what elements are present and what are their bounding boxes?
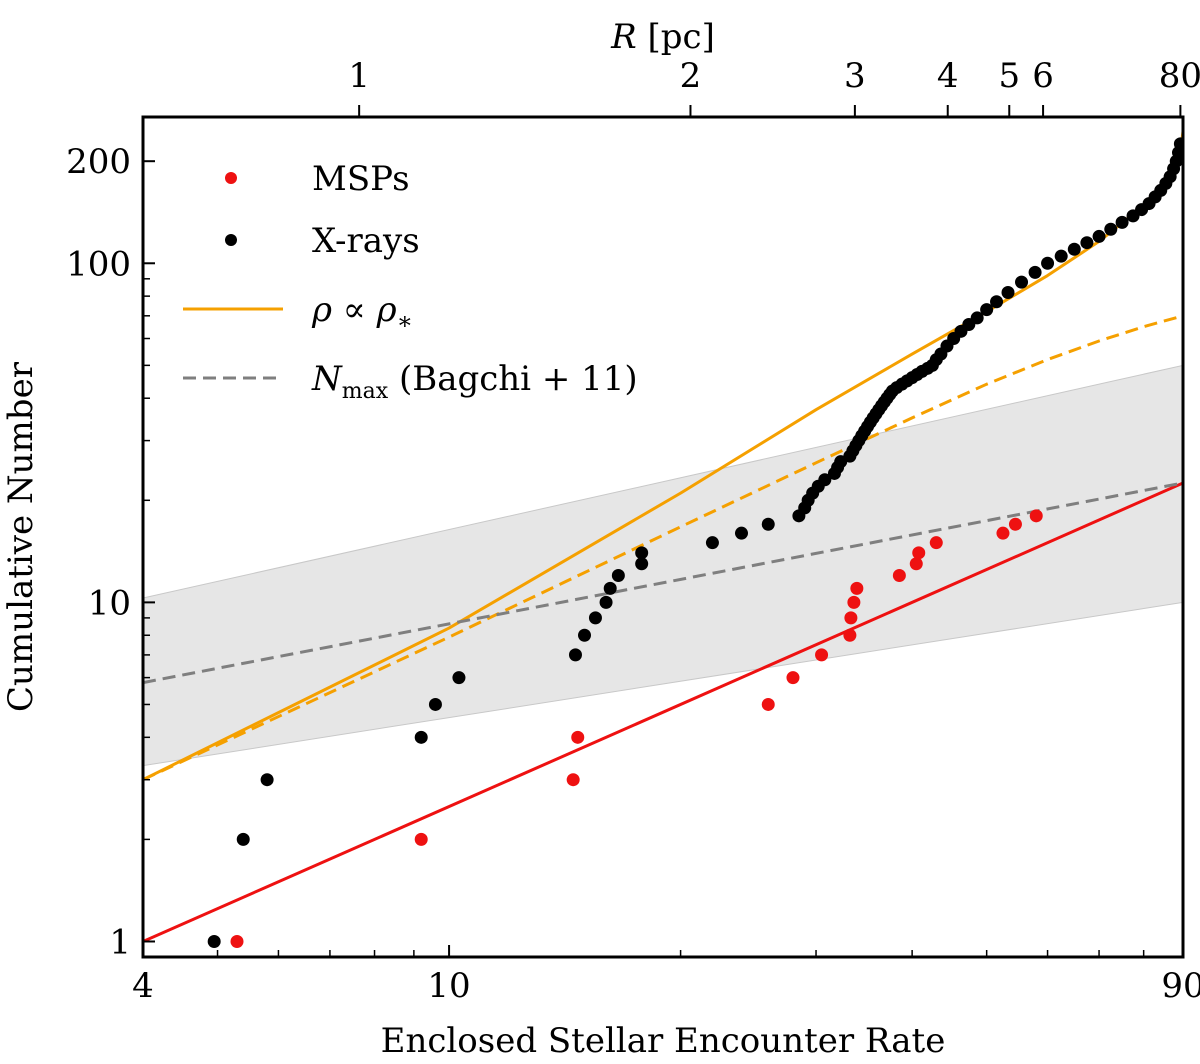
line-x-ray-fit (143, 314, 1183, 782)
point-x-rays (761, 517, 775, 531)
point-msps (414, 832, 428, 846)
point-x-rays (1001, 286, 1015, 300)
top-axis-title: R [pc] (610, 17, 715, 57)
point-x-rays (1041, 256, 1055, 270)
point-x-rays (818, 473, 832, 487)
point-msps (786, 671, 800, 685)
top-axis-var: R (610, 17, 637, 57)
point-msps (761, 697, 775, 711)
point-x-rays (414, 730, 428, 744)
y-tick-label: 1 (109, 922, 131, 962)
point-msps (909, 557, 923, 571)
point-x-rays (260, 773, 274, 787)
point-msps (1029, 509, 1043, 523)
y-axis-title: Cumulative Number (1, 361, 41, 712)
point-msps (850, 581, 864, 595)
point-x-rays (207, 934, 221, 948)
x-tick-label: 4 (132, 966, 154, 1006)
point-x-rays (603, 581, 617, 595)
top-tick-label: 2 (680, 56, 702, 96)
point-x-rays (1173, 137, 1183, 151)
point-x-rays (428, 697, 442, 711)
top-tick-label: 1 (348, 56, 370, 96)
y-tick-label: 10 (88, 583, 131, 623)
point-x-rays (635, 546, 649, 560)
point-x-rays (1067, 242, 1081, 256)
point-x-rays (568, 648, 582, 662)
legend: MSPs X-rays ρ ∝ ρ∗ Nmax (Bagchi + 11) (183, 159, 638, 404)
point-msps (1008, 517, 1022, 531)
x-axis-title: Enclosed Stellar Encounter Rate (381, 1021, 946, 1061)
legend-label-xrays: X-rays (312, 221, 420, 261)
band-area (143, 364, 1183, 767)
top-tick-label: 4 (937, 56, 959, 96)
point-msps (230, 934, 244, 948)
point-msps (843, 628, 857, 642)
point-x-rays (599, 595, 613, 609)
point-x-rays (578, 628, 592, 642)
plot-frame (141, 115, 1185, 959)
point-msps (844, 611, 858, 625)
point-x-rays (1104, 222, 1118, 236)
point-x-rays (970, 311, 984, 325)
point-x-rays (1028, 265, 1042, 279)
shaded-band (143, 364, 1183, 767)
point-x-rays (734, 526, 748, 540)
point-x-rays (1015, 275, 1029, 289)
point-x-rays (705, 536, 719, 550)
point-x-rays (1092, 229, 1106, 243)
data-points (207, 137, 1183, 948)
top-tick-label: 5 (998, 56, 1020, 96)
point-x-rays (990, 295, 1004, 309)
y-tick-label: 100 (66, 244, 131, 284)
point-x-rays (611, 569, 625, 583)
point-msps (815, 648, 829, 662)
x-tick-label: 10 (427, 966, 470, 1006)
point-x-rays (452, 671, 466, 685)
point-x-rays (1115, 215, 1129, 229)
top-tick-label: 6 (1032, 56, 1054, 96)
point-msps (566, 773, 580, 787)
point-x-rays (588, 611, 602, 625)
x-tick-label: 90 (1161, 966, 1200, 1006)
top-tick-label: 3 (844, 56, 866, 96)
top-tick-label: 80 (1159, 56, 1200, 96)
point-x-rays (1080, 236, 1094, 250)
y-tick-label: 200 (66, 142, 131, 182)
point-x-rays (236, 832, 250, 846)
point-x-rays (980, 303, 994, 317)
top-axis-unit: [pc] (637, 17, 715, 57)
legend-label-rho: ρ ∝ ρ∗ (311, 290, 413, 335)
line-msp-fit (143, 481, 1183, 943)
point-msps (912, 546, 926, 560)
line-n-max-bagchi-11 (143, 481, 1183, 685)
point-msps (847, 595, 861, 609)
point-msps (996, 526, 1010, 540)
legend-label-msps: MSPs (312, 159, 410, 199)
legend-marker-msps (225, 172, 237, 184)
point-x-rays (635, 557, 649, 571)
legend-label-nmax: Nmax (Bagchi + 11) (311, 359, 638, 404)
legend-marker-xrays (225, 234, 237, 246)
point-x-rays (1054, 249, 1068, 263)
point-msps (571, 730, 585, 744)
point-msps (929, 536, 943, 550)
point-msps (892, 569, 906, 583)
